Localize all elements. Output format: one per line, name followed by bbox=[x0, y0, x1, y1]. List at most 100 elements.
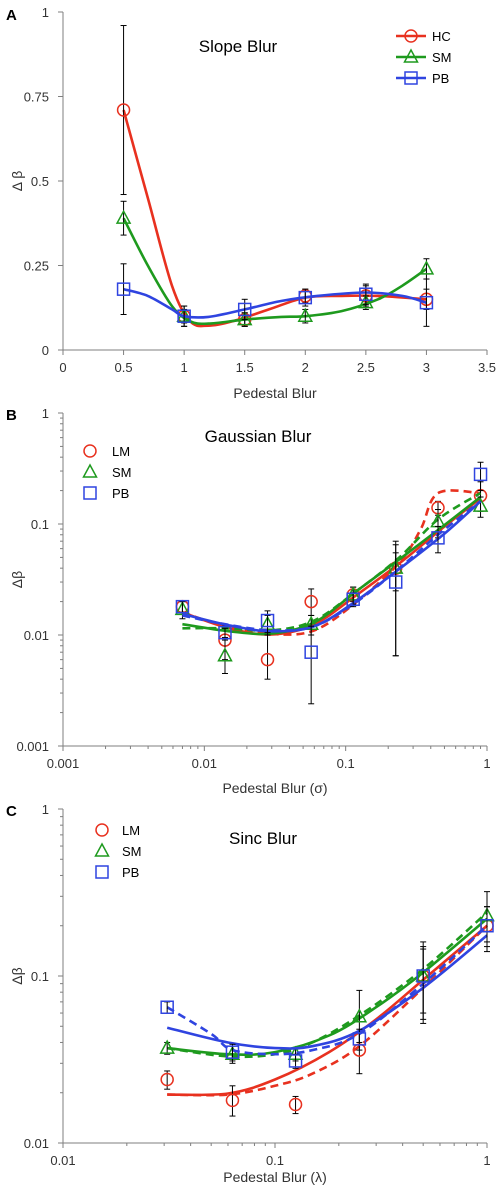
x-tick-label: 0.01 bbox=[192, 756, 217, 771]
legend-marker bbox=[95, 823, 109, 837]
series-sm bbox=[174, 491, 489, 674]
data-point bbox=[217, 647, 233, 662]
legend-marker bbox=[404, 29, 418, 43]
y-tick-label: 1 bbox=[42, 802, 49, 817]
legend-marker bbox=[403, 48, 419, 63]
legend-item-hc: HC bbox=[396, 29, 451, 44]
y-axis-label: Δβ bbox=[9, 571, 25, 588]
fit-curve-dashed bbox=[167, 924, 488, 1097]
error-bar bbox=[434, 525, 441, 554]
axes: 0.001 0.01 0.1 1 0.001 0.01 0.1 1 bbox=[16, 406, 490, 771]
data-point bbox=[431, 531, 445, 545]
legend-marker bbox=[83, 444, 97, 458]
series-pb bbox=[175, 461, 488, 705]
axes: 0 0.5 1 1.5 2 2.5 3 3.5 0 0.25 0.5 0.75 1 bbox=[24, 5, 496, 375]
x-tick-label: 0 bbox=[59, 360, 66, 375]
legend-item-sm: SM bbox=[396, 48, 452, 65]
error-bar bbox=[241, 298, 248, 321]
panel-gaussian-blur: 0.001 0.01 0.1 1 0.001 0.01 0.1 1 B Gaussian Blur… bbox=[6, 406, 491, 796]
x-axis-label: Pedestal Blur bbox=[233, 385, 317, 401]
data-point bbox=[473, 467, 488, 482]
x-tick-label: 0.001 bbox=[47, 756, 80, 771]
data-point bbox=[225, 1045, 240, 1059]
x-tick-label: 0.1 bbox=[337, 756, 355, 771]
legend-label: LM bbox=[122, 823, 140, 838]
data-point bbox=[351, 1008, 368, 1023]
legend-label: LM bbox=[112, 444, 130, 459]
legend-marker bbox=[404, 71, 418, 85]
data-point bbox=[359, 287, 373, 301]
legend-item-sm: SM bbox=[94, 842, 142, 859]
data-point bbox=[352, 1032, 367, 1046]
error-bar bbox=[392, 544, 399, 657]
series-hc bbox=[116, 25, 434, 328]
legend-label: SM bbox=[112, 465, 132, 480]
chart-title: Sinc Blur bbox=[229, 829, 297, 848]
legend-item-pb: PB bbox=[95, 865, 139, 880]
y-tick-label: 1 bbox=[42, 5, 49, 20]
fit-curve-dashed bbox=[166, 924, 488, 1056]
legend-label: PB bbox=[432, 71, 449, 86]
y-tick-label: 0.1 bbox=[31, 969, 49, 984]
data-point bbox=[116, 282, 131, 296]
y-axis-label: Δβ bbox=[9, 967, 25, 984]
panel-label: B bbox=[6, 407, 17, 424]
data-point bbox=[260, 652, 275, 667]
panel-sinc-blur: 0.01 0.1 1 0.01 0.1 1 C Sinc Blur Pedestal Blur … bbox=[6, 802, 495, 1185]
x-axis-label: Pedestal Blur (σ) bbox=[222, 780, 327, 796]
series-pb bbox=[160, 906, 494, 1069]
series-lm bbox=[160, 906, 494, 1117]
x-tick-label: 1.5 bbox=[236, 360, 254, 375]
data-point bbox=[288, 1097, 303, 1112]
x-tick-label: 1 bbox=[181, 360, 188, 375]
series-pb bbox=[116, 263, 434, 327]
data-point bbox=[388, 575, 403, 589]
error-bar bbox=[308, 588, 315, 616]
panel-label: C bbox=[6, 803, 17, 820]
legend-marker bbox=[82, 463, 98, 478]
y-axis-label: Δ β bbox=[9, 171, 25, 192]
error-bar bbox=[221, 639, 228, 674]
error-bar bbox=[120, 200, 127, 236]
y-tick-label: 0.25 bbox=[24, 259, 49, 274]
fit-curve-dashed bbox=[167, 911, 488, 1059]
y-tick-label: 0.01 bbox=[24, 628, 49, 643]
chart-title: Slope Blur bbox=[199, 37, 278, 56]
legend-marker bbox=[95, 865, 109, 879]
axes: 0.01 0.1 1 0.01 0.1 1 bbox=[24, 802, 491, 1168]
x-tick-label: 2.5 bbox=[357, 360, 375, 375]
error-bar bbox=[477, 461, 484, 492]
data-point bbox=[177, 309, 191, 323]
legend-item-sm: SM bbox=[82, 463, 132, 480]
data-point bbox=[116, 103, 131, 117]
fit-curve-solid bbox=[167, 917, 488, 1056]
series-sm bbox=[115, 200, 435, 327]
error-bar bbox=[229, 1085, 236, 1117]
fit-curve-dashed bbox=[182, 500, 482, 632]
data-point bbox=[358, 294, 374, 309]
data-point bbox=[160, 1000, 174, 1014]
data-point bbox=[480, 918, 494, 933]
data-point bbox=[159, 1039, 175, 1054]
data-point bbox=[419, 295, 434, 310]
panel-label: A bbox=[6, 7, 17, 24]
data-point bbox=[175, 599, 190, 614]
x-tick-label: 1 bbox=[483, 756, 490, 771]
data-point bbox=[236, 311, 253, 326]
fit-curve-solid bbox=[167, 924, 488, 1097]
fit-curve bbox=[122, 217, 428, 326]
data-point bbox=[288, 1054, 303, 1068]
data-point bbox=[346, 592, 360, 606]
legend-label: PB bbox=[112, 486, 129, 501]
legend-item-lm: LM bbox=[83, 444, 130, 459]
error-bar bbox=[484, 906, 490, 943]
legend-label: SM bbox=[432, 50, 452, 65]
legend-label: HC bbox=[432, 29, 451, 44]
y-tick-label: 0 bbox=[42, 343, 49, 358]
y-tick-label: 1 bbox=[42, 406, 49, 421]
data-point bbox=[160, 1072, 174, 1087]
data-point bbox=[115, 209, 132, 224]
error-bar bbox=[221, 627, 228, 638]
x-tick-label: 0.1 bbox=[266, 1153, 284, 1168]
